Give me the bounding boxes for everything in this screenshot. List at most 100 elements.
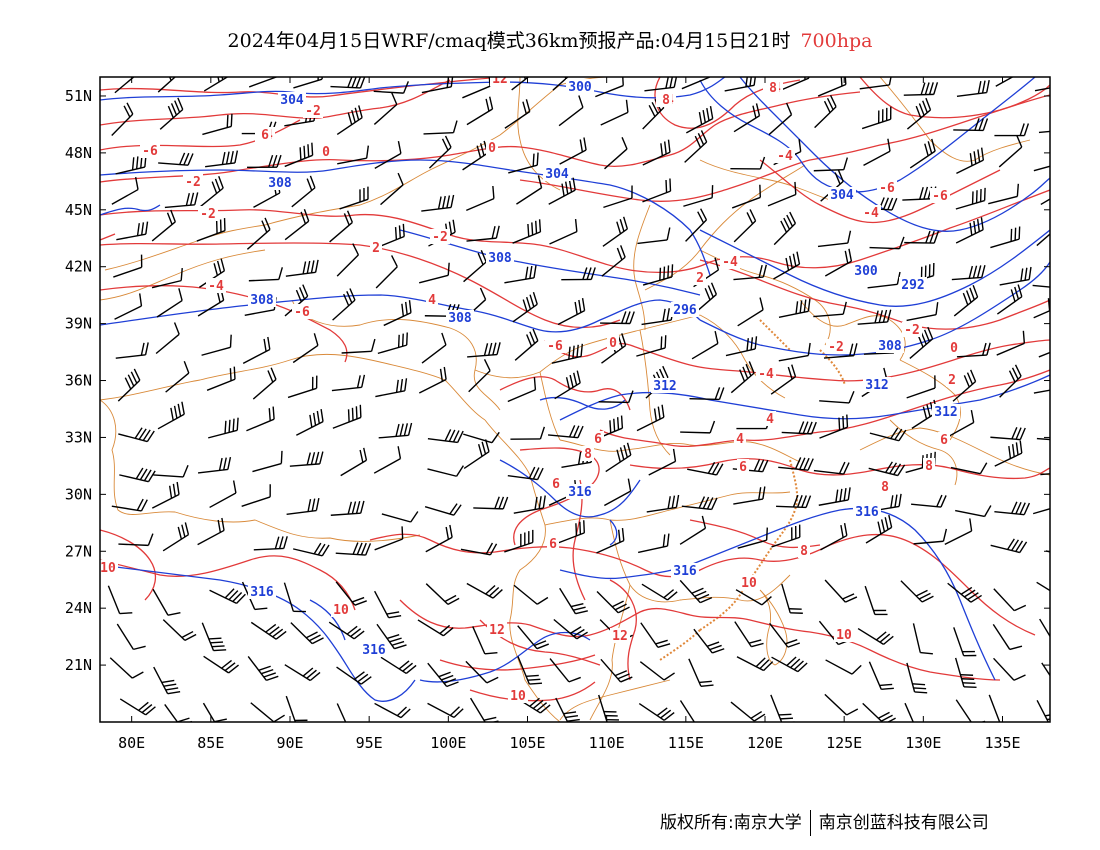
geopotential-label: 292 — [901, 278, 924, 293]
temperature-label: -2 — [185, 175, 201, 190]
wind-barb — [861, 106, 892, 130]
wind-barb — [990, 538, 1028, 554]
wind-barb — [284, 209, 310, 241]
temperature-label-bg — [490, 77, 510, 86]
wind-barb — [685, 208, 708, 242]
wind-barb — [736, 656, 774, 672]
wind-barb — [771, 656, 808, 673]
temperature-label-bg — [946, 372, 958, 387]
wind-barb — [473, 496, 509, 510]
wind-barb — [206, 366, 236, 391]
lat-tick-label: 36N — [65, 372, 92, 390]
wind-barb — [330, 77, 366, 89]
wind-barb — [1045, 550, 1050, 553]
temperature-label-bg — [100, 560, 118, 575]
lon-tick-label: 85E — [197, 734, 224, 752]
wind-barb — [557, 297, 586, 326]
temperature-label: 8 — [881, 480, 889, 495]
wind-barb — [336, 243, 360, 277]
temperature-label-bg — [487, 622, 507, 637]
geopotential-label: 296 — [673, 303, 697, 318]
wind-barb — [378, 422, 413, 439]
wind-barb — [999, 266, 1032, 286]
wind-barb — [247, 154, 282, 169]
wind-barb — [553, 618, 588, 640]
wind-barb — [203, 655, 239, 674]
temperature-label: 4 — [428, 293, 436, 308]
wind-barb — [1041, 662, 1050, 677]
wind-barb — [733, 103, 761, 133]
temperature-label: 6 — [594, 432, 602, 447]
wind-barb — [817, 230, 852, 248]
lat-tick-label: 45N — [65, 201, 92, 219]
wind-barb — [640, 622, 671, 649]
wind-barb — [512, 292, 538, 323]
geopotential-label: 304 — [545, 167, 569, 182]
wind-barb — [825, 659, 862, 675]
wind-barb — [248, 77, 278, 88]
wind-barb — [460, 542, 498, 556]
credit-right: 南京创蓝科技有限公司 — [818, 813, 989, 833]
temperature-label: 10 — [100, 561, 116, 576]
wind-barb — [955, 217, 984, 244]
wind-barb — [114, 293, 143, 320]
geopotential-label-bg — [671, 563, 699, 578]
wind-barb — [205, 150, 239, 168]
wind-barb — [290, 622, 324, 645]
temperature-label: -4 — [777, 149, 793, 164]
wind-barb — [419, 262, 450, 284]
title-level: 700hpa — [800, 30, 873, 52]
temperature-label-bg — [430, 229, 450, 244]
wind-barb — [824, 579, 858, 603]
wind-barb — [988, 183, 1020, 205]
wind-barb — [995, 77, 1014, 87]
wind-barb — [773, 251, 801, 280]
wind-barb — [725, 336, 758, 357]
wind-barb — [250, 621, 287, 640]
wind-barb — [111, 498, 148, 512]
geopotential-label: 304 — [280, 93, 304, 108]
temperature-label: 6 — [549, 537, 557, 552]
geopotential-label: 312 — [865, 378, 888, 393]
wind-barb — [336, 666, 372, 685]
lat-tick-label: 30N — [65, 485, 92, 503]
wind-barb — [199, 176, 224, 208]
wind-barb — [733, 209, 757, 243]
wind-barb — [869, 427, 907, 442]
temperature-label-bg — [320, 144, 332, 159]
wind-barb — [906, 97, 932, 130]
wind-barb — [512, 219, 542, 244]
wind-barb — [549, 658, 581, 683]
temperature-label: -6 — [932, 189, 948, 204]
temperature-label: -6 — [547, 339, 563, 354]
wind-barb — [247, 656, 279, 682]
wind-barb — [202, 113, 233, 136]
title-main: 2024年04月15日WRF/cmaq模式36km预报产品:04月15日21时 — [227, 30, 791, 52]
lat-tick-label: 33N — [65, 428, 92, 446]
wind-barb — [383, 300, 412, 327]
wind-barb — [335, 581, 367, 606]
wind-barb — [119, 467, 156, 483]
wind-barb — [683, 185, 714, 207]
wind-barb — [111, 177, 139, 205]
wind-barb — [467, 342, 501, 358]
wind-barb — [252, 367, 277, 400]
wind-barb — [863, 138, 891, 166]
wind-barb — [552, 77, 569, 91]
wind-barb — [601, 245, 626, 277]
wind-barb — [114, 77, 135, 94]
wind-barb — [466, 96, 494, 126]
wind-barb — [159, 97, 184, 130]
wind-barb — [549, 218, 578, 245]
wind-barb — [197, 517, 225, 546]
wind-barb — [820, 522, 848, 551]
wind-barb — [514, 328, 539, 361]
wind-barb — [819, 390, 855, 404]
wind-barb — [637, 227, 671, 245]
wind-barb — [646, 494, 680, 513]
geopotential-label-bg — [828, 187, 856, 202]
wind-barb — [153, 465, 189, 478]
wind-barb — [554, 370, 581, 400]
geopotential-label: 316 — [362, 643, 386, 658]
lon-tick-label: 120E — [747, 734, 783, 752]
